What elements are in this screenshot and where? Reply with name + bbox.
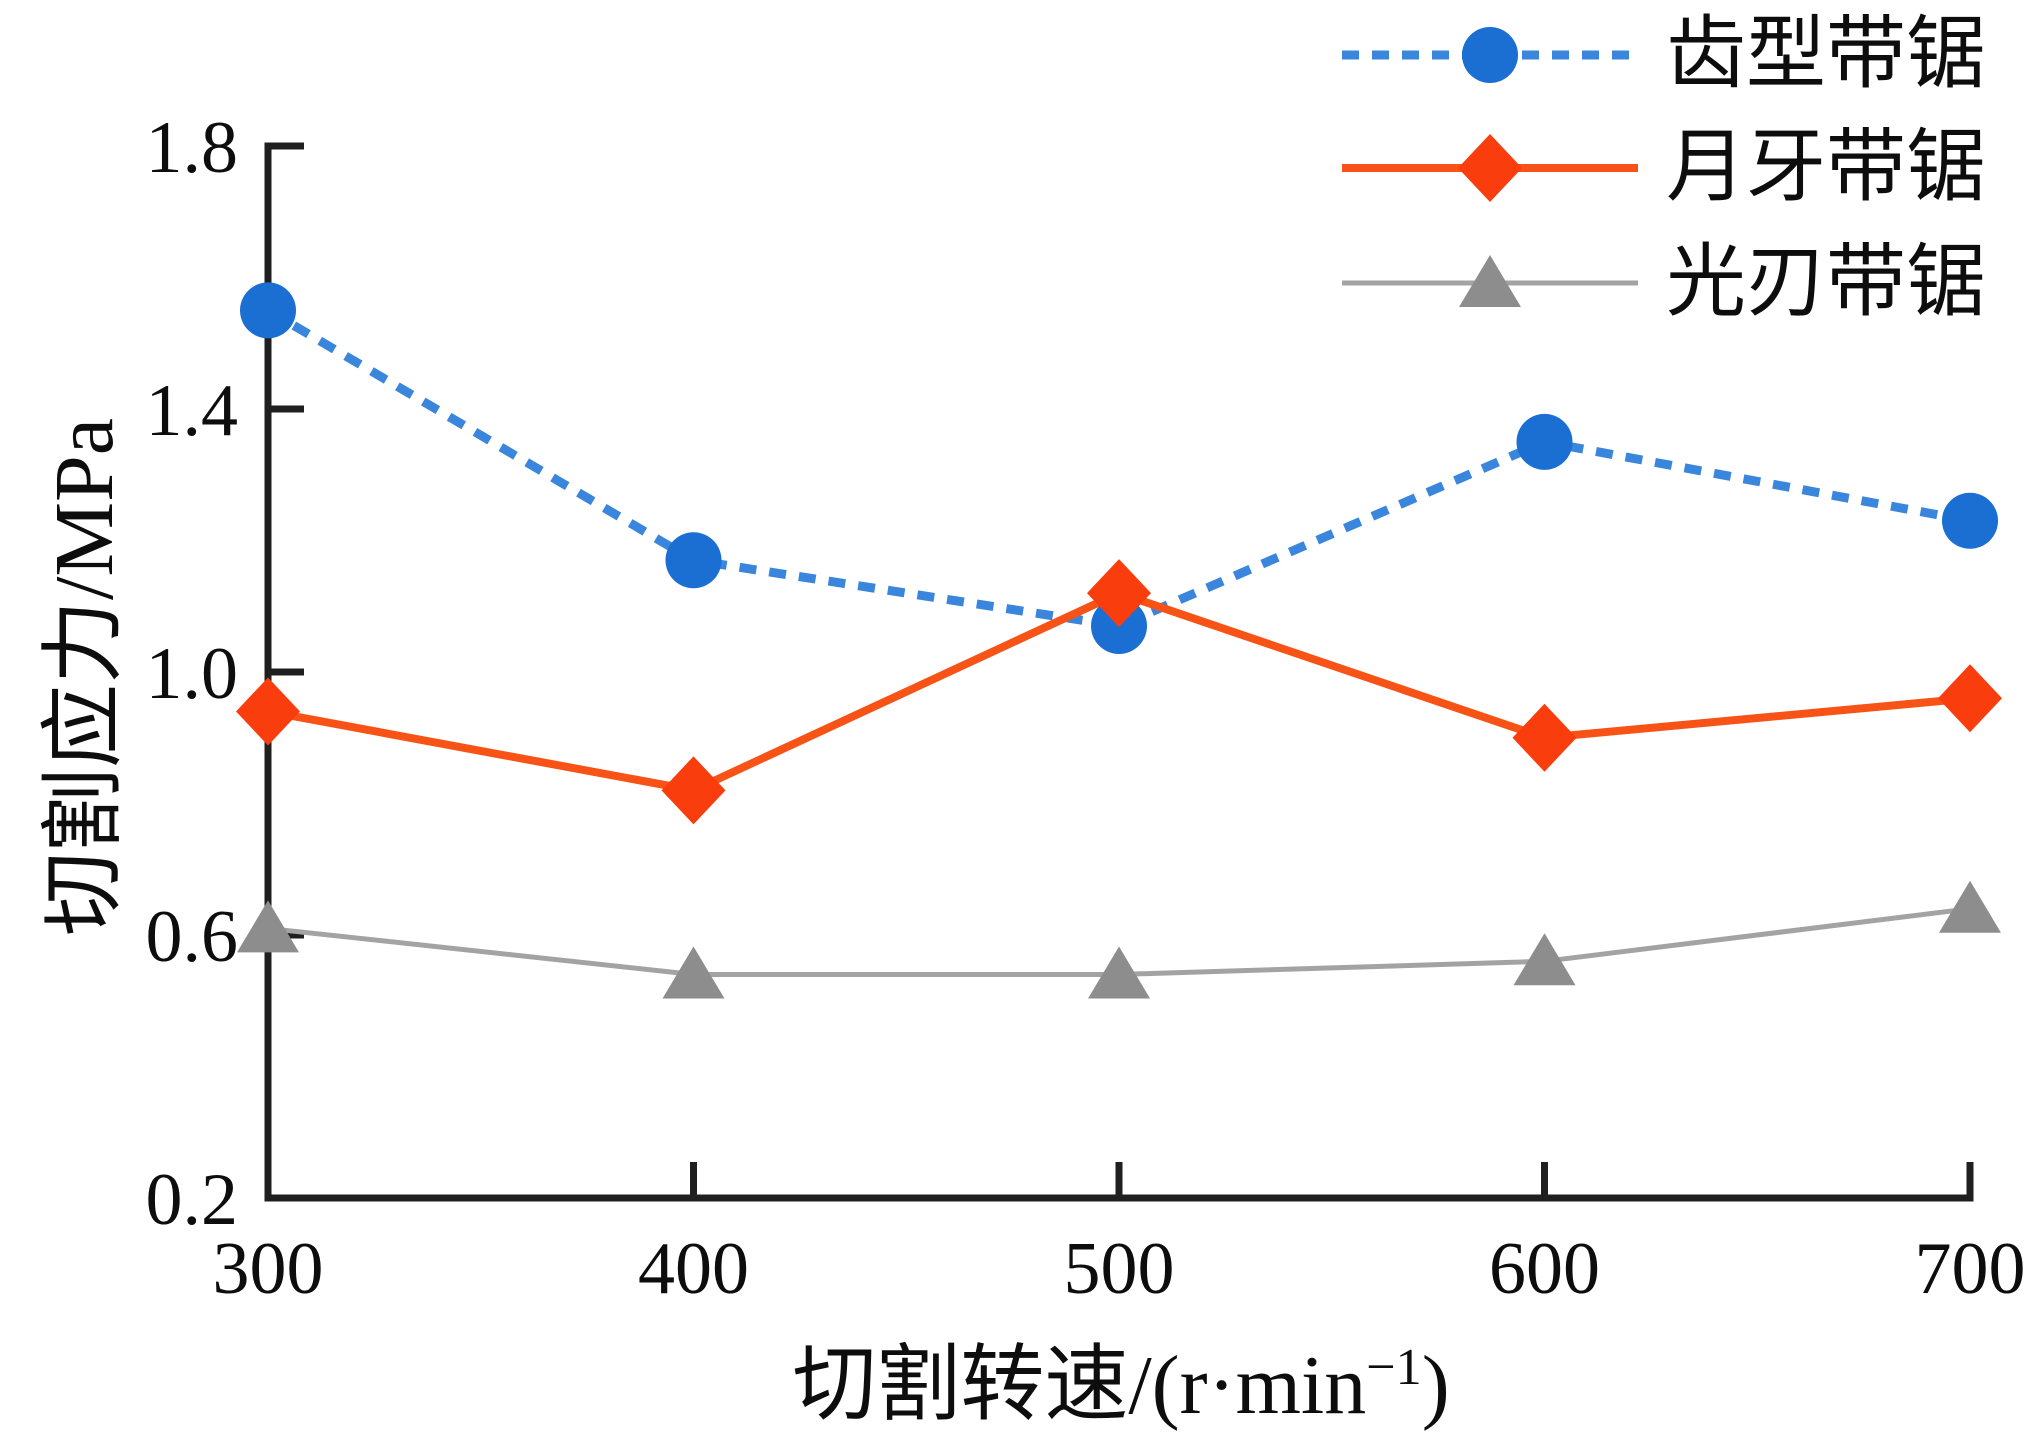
series-2 bbox=[237, 880, 2001, 999]
legend-item-toothed-band-saw: 齿型带锯 bbox=[1340, 9, 1986, 101]
data-point bbox=[1513, 933, 1576, 986]
series-line-0 bbox=[265, 306, 1971, 631]
data-point bbox=[1512, 703, 1577, 772]
legend-swatch-crescent-band-saw-icon bbox=[1342, 134, 1638, 202]
x-axis-title-superscript: −1 bbox=[1366, 1339, 1422, 1396]
legend-item-crescent-band-saw: 月牙带锯 bbox=[1340, 122, 1986, 214]
x-tick-label: 300 bbox=[213, 1228, 324, 1310]
legend-swatch-smooth-blade-band-saw-icon bbox=[1342, 255, 1638, 307]
legend-label-smooth-blade-band-saw: 光刃带锯 bbox=[1666, 239, 1986, 327]
y-tick-label: 1.8 bbox=[146, 107, 239, 189]
legend-marker bbox=[1459, 255, 1521, 307]
data-point bbox=[1088, 946, 1150, 999]
legend-item-smooth-blade-band-saw: 光刃带锯 bbox=[1340, 237, 1986, 329]
legend-marker bbox=[1458, 134, 1522, 202]
data-point bbox=[1938, 664, 2002, 733]
data-point bbox=[1516, 413, 1573, 470]
x-tick-label: 600 bbox=[1489, 1228, 1600, 1310]
legend-marker bbox=[1462, 27, 1518, 83]
data-point bbox=[662, 946, 725, 999]
x-tick-label: 700 bbox=[1915, 1228, 2026, 1310]
series-layer bbox=[236, 282, 2002, 999]
x-axis-title-text: 切割转速/(r·min bbox=[792, 1339, 1367, 1432]
legend-label-crescent-band-saw: 月牙带锯 bbox=[1666, 124, 1986, 212]
legend-swatch-toothed-band-saw-icon bbox=[1342, 27, 1638, 83]
y-tick-label: 1.4 bbox=[146, 370, 239, 452]
x-tick-label: 500 bbox=[1064, 1228, 1175, 1310]
data-point bbox=[237, 900, 299, 953]
x-axis-title: 切割转速/(r·min−1) bbox=[792, 1341, 1449, 1428]
axes bbox=[264, 142, 1974, 1202]
data-point bbox=[1942, 492, 1998, 549]
x-tick-label: 400 bbox=[638, 1228, 749, 1310]
y-tick-label: 0.2 bbox=[146, 1159, 239, 1241]
data-point bbox=[661, 756, 726, 825]
data-point bbox=[1939, 880, 2001, 933]
data-point bbox=[240, 282, 296, 339]
legend-label-toothed-band-saw: 齿型带锯 bbox=[1666, 11, 1986, 99]
y-axis-title: 切割应力/MPa bbox=[38, 417, 131, 937]
x-axis-title-close-paren: ) bbox=[1421, 1339, 1450, 1432]
axis-frame bbox=[264, 142, 1974, 1202]
data-point bbox=[665, 532, 722, 589]
y-tick-label: 1.0 bbox=[146, 633, 239, 715]
data-point bbox=[236, 677, 300, 746]
data-point bbox=[1087, 559, 1151, 628]
y-tick-label: 0.6 bbox=[146, 896, 239, 978]
series-1 bbox=[236, 559, 2002, 825]
